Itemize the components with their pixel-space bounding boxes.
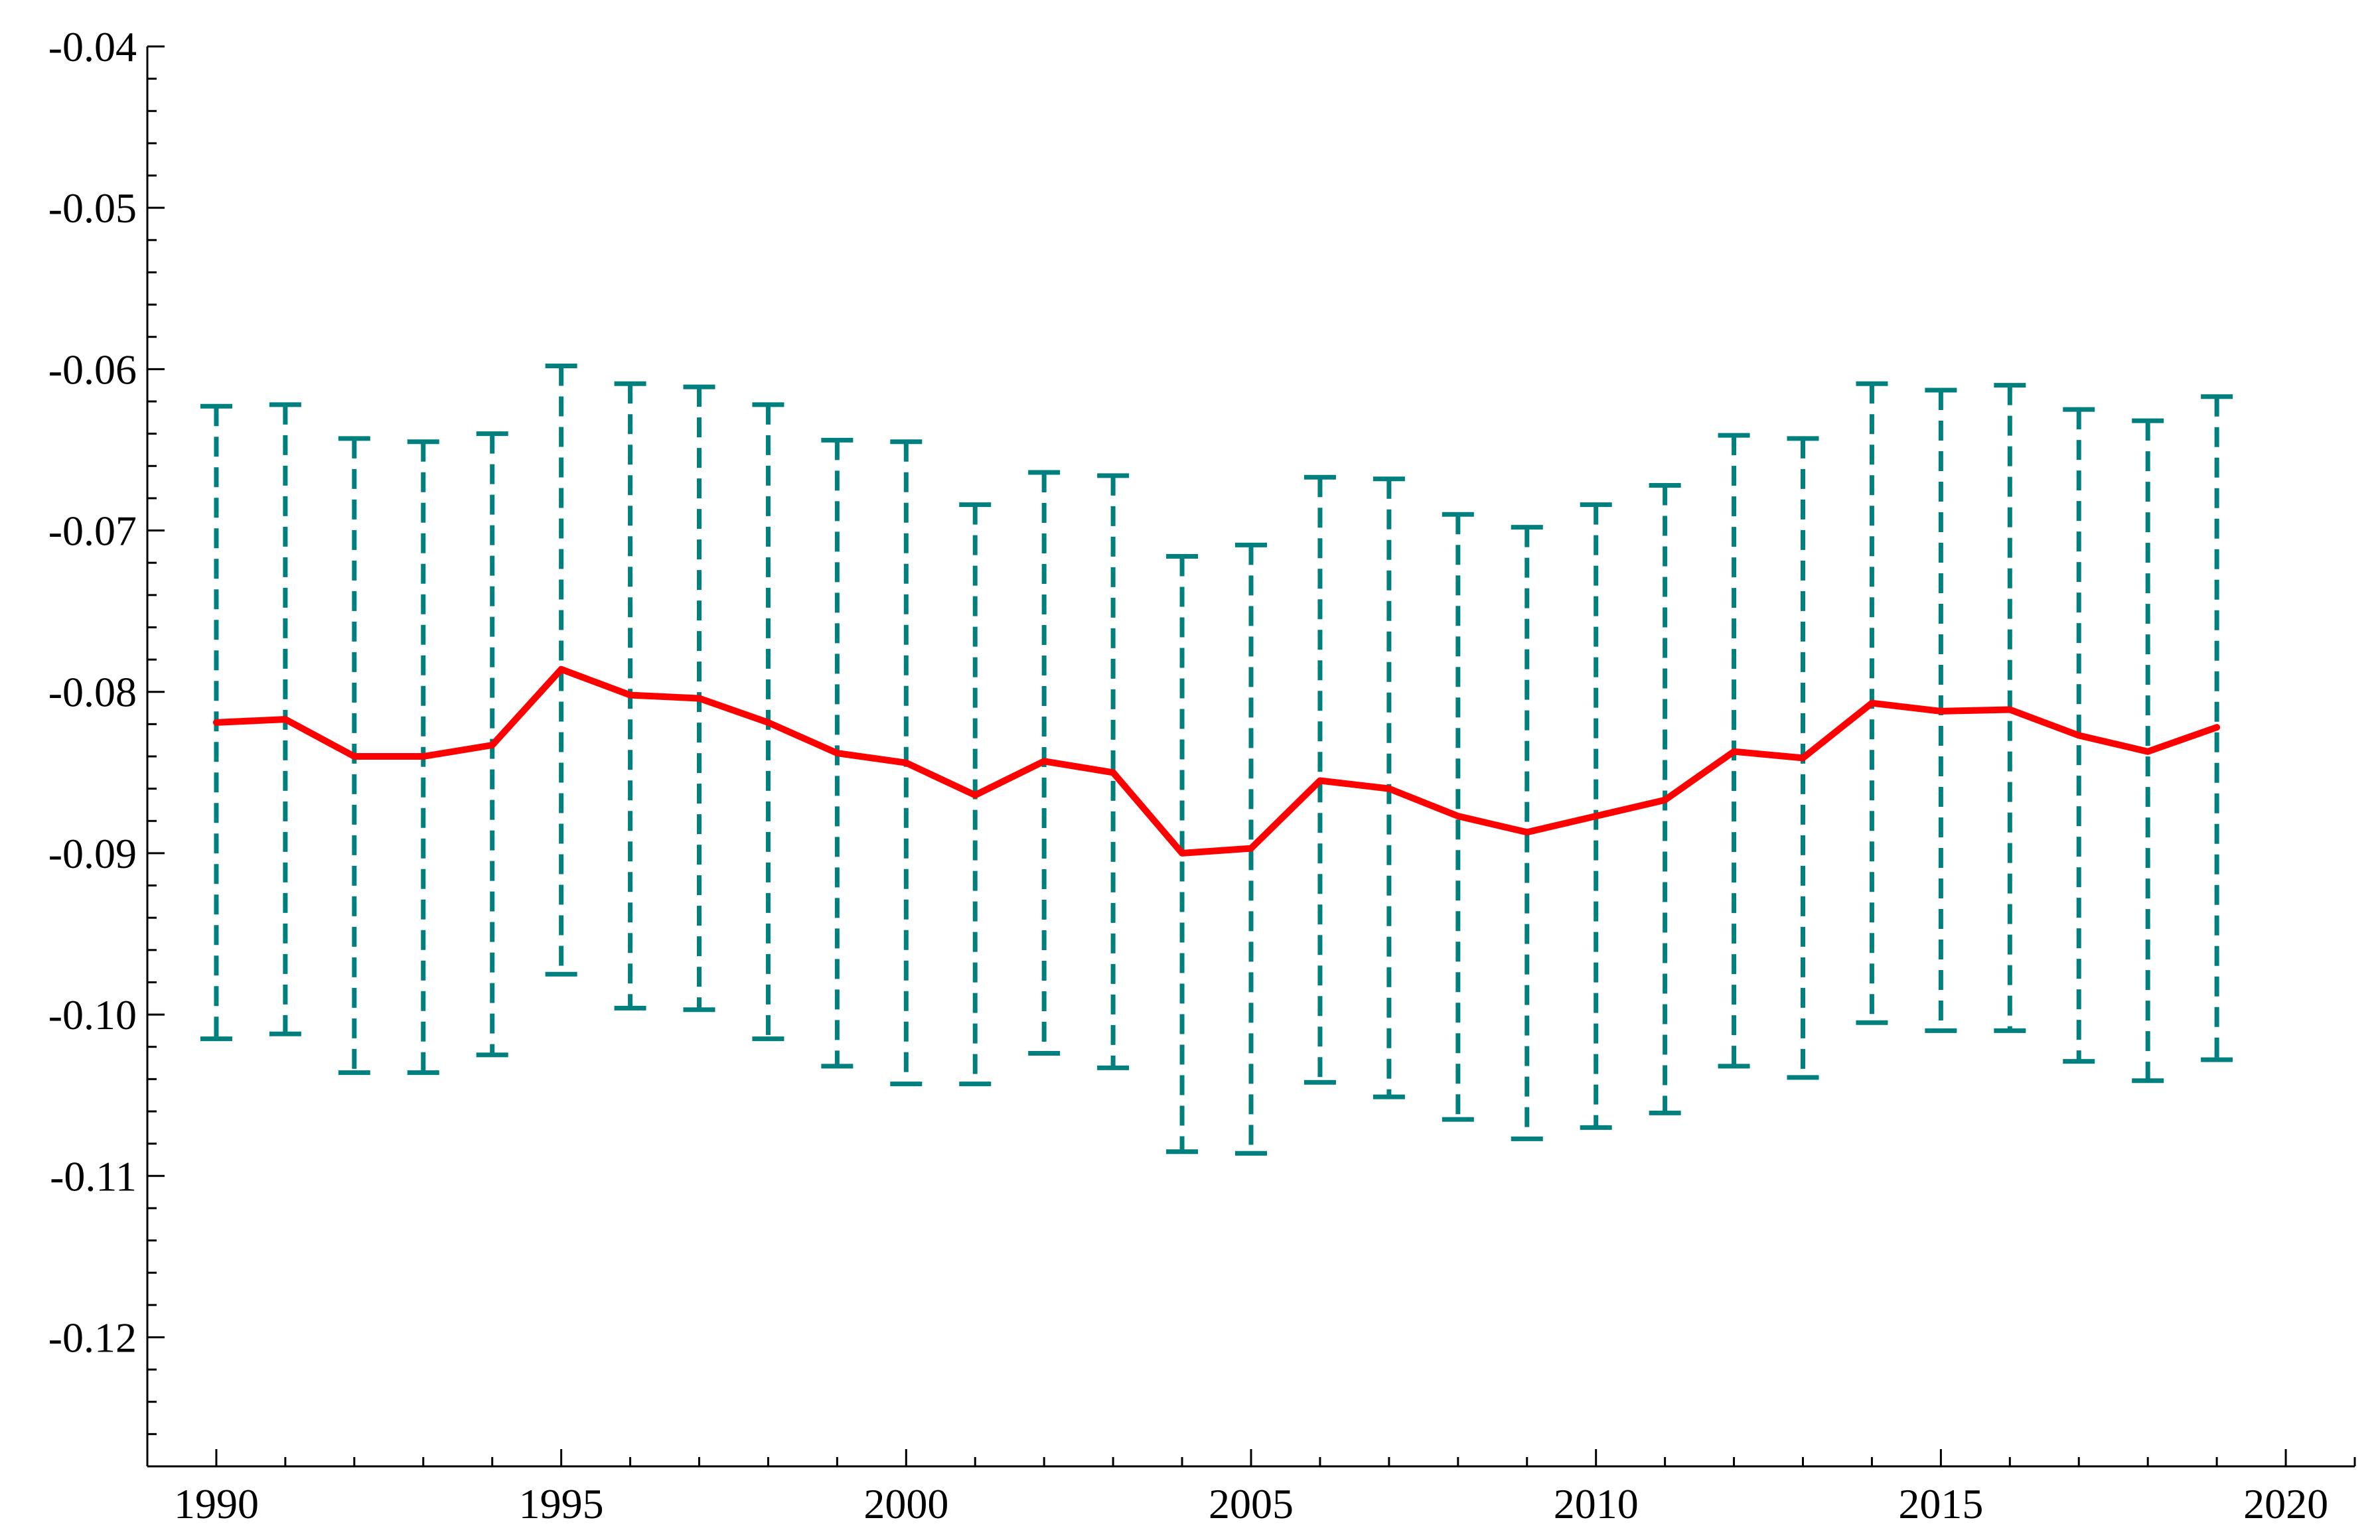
x-tick-label: 2015 bbox=[1898, 1480, 1983, 1527]
mean-line-series bbox=[212, 665, 2221, 857]
y-tick-label: -0.08 bbox=[48, 669, 137, 716]
x-tick-label: 2020 bbox=[2243, 1480, 2328, 1527]
error-bar bbox=[1235, 542, 1267, 1156]
error-bar bbox=[1303, 474, 1336, 1085]
y-tick-label: -0.07 bbox=[48, 508, 137, 555]
x-tick-label: 1995 bbox=[519, 1480, 604, 1527]
x-tick-label: 2000 bbox=[863, 1480, 948, 1527]
y-tick-label: -0.04 bbox=[48, 23, 137, 70]
y-tick-label: -0.10 bbox=[48, 991, 137, 1038]
x-tick-label: 2010 bbox=[1554, 1480, 1639, 1527]
error-bar bbox=[1097, 473, 1130, 1070]
plot-area: 1990 1995 2000 2005 2010 2015 2020 -0.04-0.05-… bbox=[48, 23, 2356, 1527]
error-bar bbox=[2201, 394, 2233, 1062]
error-bar bbox=[1166, 553, 1199, 1155]
y-tick-label: -0.06 bbox=[48, 346, 137, 393]
error-bar bbox=[545, 364, 577, 977]
mean-line bbox=[212, 665, 2221, 857]
error-bar bbox=[2132, 418, 2164, 1084]
error-bar bbox=[2063, 407, 2095, 1064]
y-tick-label: -0.09 bbox=[48, 830, 137, 877]
y-axis: -0.04 -0.05 -0.06 -0.07 -0.08 -0.09 -0.10 -0.11… bbox=[48, 23, 165, 1468]
error-bar-series bbox=[200, 364, 2233, 1156]
y-tick-label: -0.12 bbox=[48, 1314, 137, 1361]
x-tick-label: 1990 bbox=[174, 1480, 259, 1527]
y-tick-label: -0.05 bbox=[48, 184, 137, 232]
y-tick-label: -0.11 bbox=[50, 1153, 137, 1200]
x-tick-label: 2005 bbox=[1209, 1480, 1294, 1527]
x-axis: 1990 1995 2000 2005 2010 2015 2020 bbox=[146, 1449, 2356, 1527]
error-bar bbox=[1442, 512, 1474, 1122]
